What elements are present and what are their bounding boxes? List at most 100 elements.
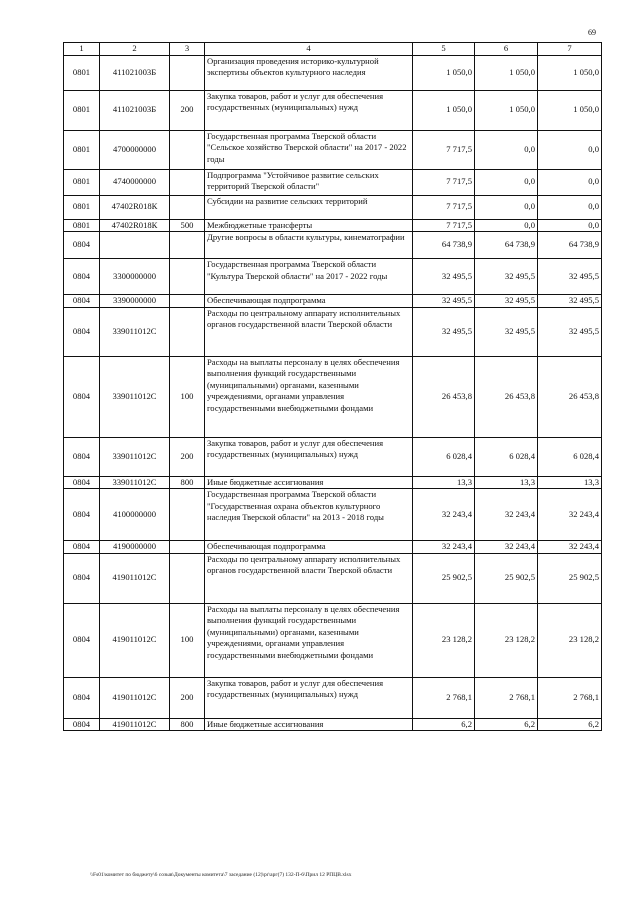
amount-col5-cell: 7 717,5 (412, 218, 475, 232)
expense-type-cell (169, 54, 205, 91)
target-article-cell: 3390000000 (99, 294, 170, 308)
section-code-cell: 0804 (63, 294, 100, 308)
header-cell: 4 (204, 42, 413, 56)
description-cell: Государственная программа Тверской облас… (204, 129, 413, 170)
amount-col6-cell: 23 128,2 (474, 602, 538, 678)
section-code-cell: 0804 (63, 552, 100, 604)
section-code-cell: 0804 (63, 717, 100, 731)
description-cell: Расходы по центральному аппарату исполни… (204, 552, 413, 604)
section-code-cell: 0801 (63, 89, 100, 131)
expense-type-cell (169, 488, 205, 541)
amount-col6-cell: 32 243,4 (474, 488, 538, 541)
table-row: 0804 4190000000 Обеспечивающая подпрограмм… (63, 540, 602, 554)
table-row: 0804 3300000000 Государственная программа … (63, 258, 602, 295)
section-code-cell: 0804 (63, 475, 100, 489)
amount-col5-cell: 26 453,8 (412, 355, 475, 438)
description-cell: Закупка товаров, работ и услуг для обесп… (204, 89, 413, 131)
page-number: 69 (588, 28, 596, 37)
table-row: 0801 47402R018К 500 Межбюджетные трансферты… (63, 218, 602, 232)
amount-col6-cell: 13,3 (474, 475, 538, 489)
section-code-cell: 0801 (63, 194, 100, 220)
section-code-cell: 0804 (63, 602, 100, 678)
expense-type-cell (169, 552, 205, 604)
target-article-cell: 339011012С (99, 436, 170, 477)
target-article-cell: 339011012С (99, 475, 170, 489)
description-cell: Расходы по центральному аппарату исполни… (204, 306, 413, 357)
amount-col7-cell: 25 902,5 (537, 552, 602, 604)
description-cell: Обеспечивающая подпрограмма (204, 540, 413, 554)
table-row: 0801 47402R018К Субсидии на развитие сельс… (63, 194, 602, 220)
target-article-cell: 419011012С (99, 602, 170, 678)
description-cell: Иные бюджетные ассигнования (204, 717, 413, 731)
description-cell: Иные бюджетные ассигнования (204, 475, 413, 489)
amount-col7-cell: 32 495,5 (537, 306, 602, 357)
header-cell: 6 (474, 42, 538, 56)
target-article-cell: 419011012С (99, 552, 170, 604)
amount-col7-cell: 0,0 (537, 218, 602, 232)
target-article-cell: 411021003Б (99, 89, 170, 131)
description-cell: Расходы на выплаты персоналу в целях обе… (204, 355, 413, 438)
expense-type-cell (169, 168, 205, 196)
section-code-cell: 0804 (63, 231, 100, 259)
target-article-cell: 4100000000 (99, 488, 170, 541)
target-article-cell: 339011012С (99, 355, 170, 438)
amount-col6-cell: 0,0 (474, 168, 538, 196)
table-row: 0801 4740000000 Подпрограмма "Устойчивое р… (63, 168, 602, 196)
section-code-cell: 0804 (63, 355, 100, 438)
amount-col7-cell: 0,0 (537, 168, 602, 196)
header-cell: 7 (537, 42, 602, 56)
expense-type-cell: 200 (169, 676, 205, 719)
target-article-cell (99, 231, 170, 259)
table-row: 0804 Другие вопросы в области культуры, к… (63, 231, 602, 259)
section-code-cell: 0801 (63, 54, 100, 91)
expense-type-cell: 100 (169, 355, 205, 438)
expense-type-cell (169, 540, 205, 554)
amount-col6-cell: 25 902,5 (474, 552, 538, 604)
section-code-cell: 0804 (63, 258, 100, 295)
header-cell: 1 (63, 42, 100, 56)
expense-type-cell: 200 (169, 436, 205, 477)
target-article-cell: 419011012С (99, 717, 170, 731)
amount-col5-cell: 7 717,5 (412, 168, 475, 196)
target-article-cell: 47402R018К (99, 194, 170, 220)
header-cell: 2 (99, 42, 170, 56)
target-article-cell: 419011012С (99, 676, 170, 719)
amount-col5-cell: 7 717,5 (412, 129, 475, 170)
description-cell: Подпрограмма "Устойчивое развитие сельск… (204, 168, 413, 196)
amount-col7-cell: 32 495,5 (537, 258, 602, 295)
target-article-cell: 4700000000 (99, 129, 170, 170)
section-code-cell: 0804 (63, 306, 100, 357)
amount-col6-cell: 6,2 (474, 717, 538, 731)
table-row: 0801 4700000000 Государственная программа … (63, 129, 602, 170)
section-code-cell: 0801 (63, 129, 100, 170)
amount-col6-cell: 0,0 (474, 129, 538, 170)
section-code-cell: 0804 (63, 676, 100, 719)
description-cell: Другие вопросы в области культуры, кинем… (204, 231, 413, 259)
amount-col6-cell: 32 495,5 (474, 258, 538, 295)
description-cell: Закупка товаров, работ и услуг для обесп… (204, 436, 413, 477)
amount-col7-cell: 1 050,0 (537, 89, 602, 131)
amount-col5-cell: 1 050,0 (412, 54, 475, 91)
amount-col6-cell: 32 495,5 (474, 306, 538, 357)
amount-col5-cell: 1 050,0 (412, 89, 475, 131)
expense-type-cell (169, 129, 205, 170)
table-row: 0804 4100000000 Государственная программа … (63, 488, 602, 541)
description-cell: Государственная программа Тверской облас… (204, 488, 413, 541)
amount-col7-cell: 13,3 (537, 475, 602, 489)
amount-col6-cell: 64 738,9 (474, 231, 538, 259)
amount-col5-cell: 6,2 (412, 717, 475, 731)
amount-col5-cell: 7 717,5 (412, 194, 475, 220)
amount-col6-cell: 2 768,1 (474, 676, 538, 719)
table-row: 0804 419011012С 100 Расходы на выплаты перс… (63, 602, 602, 678)
section-code-cell: 0804 (63, 436, 100, 477)
table-row: 0804 419011012С 200 Закупка товаров, работ … (63, 676, 602, 719)
expense-type-cell (169, 194, 205, 220)
amount-col5-cell: 25 902,5 (412, 552, 475, 604)
table-row: 0801 411021003Б Организация проведения ист… (63, 54, 602, 91)
target-article-cell: 339011012С (99, 306, 170, 357)
section-code-cell: 0801 (63, 168, 100, 196)
amount-col7-cell: 0,0 (537, 194, 602, 220)
target-article-cell: 3300000000 (99, 258, 170, 295)
